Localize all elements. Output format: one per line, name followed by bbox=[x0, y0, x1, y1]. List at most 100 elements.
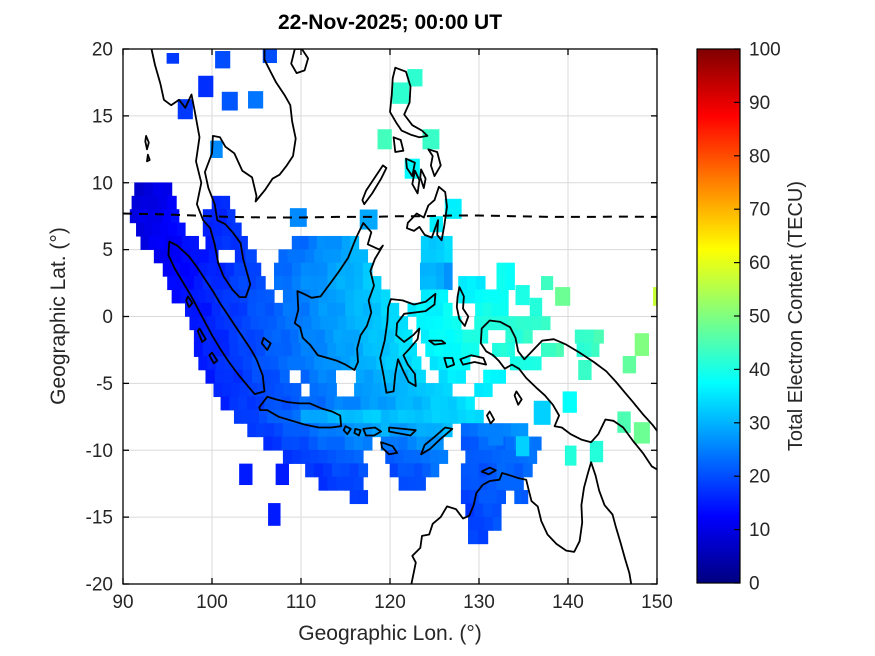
tec-field-cell bbox=[345, 342, 355, 357]
tec-field-cell bbox=[427, 262, 437, 277]
tec-field-cell bbox=[238, 276, 248, 291]
tec-field-cell bbox=[325, 235, 335, 250]
tec-field-cell bbox=[331, 356, 342, 371]
tec-field-cell bbox=[233, 316, 243, 331]
tec-field-cell bbox=[505, 476, 515, 491]
tec-field-cell bbox=[398, 316, 409, 331]
colorbar-tick-label: 10 bbox=[749, 520, 770, 541]
tec-cell bbox=[555, 287, 571, 306]
tec-field-cell bbox=[474, 409, 484, 424]
tec-field-cell bbox=[507, 316, 517, 331]
tec-field-cell bbox=[467, 276, 477, 291]
tec-field-cell bbox=[425, 383, 435, 398]
tec-field-cell bbox=[230, 383, 241, 398]
tec-field-cell bbox=[437, 356, 447, 371]
tec-field-cell bbox=[372, 316, 382, 331]
tec-field-cell bbox=[172, 249, 182, 264]
tec-field-cell bbox=[216, 356, 226, 371]
tec-field-cell bbox=[272, 329, 282, 344]
tec-field-cell bbox=[460, 423, 470, 438]
tec-field-cell bbox=[283, 383, 293, 398]
tec-field-cell bbox=[345, 476, 355, 491]
colorbar-gradient bbox=[697, 49, 740, 583]
tec-field-cell bbox=[525, 356, 534, 371]
tec-field-cell bbox=[492, 503, 502, 518]
coastline-new-guinea bbox=[479, 319, 657, 471]
coastline-panay bbox=[405, 157, 416, 177]
tec-field-cell bbox=[229, 396, 239, 411]
tec-field-cell bbox=[316, 329, 326, 344]
coastline-siberut bbox=[196, 327, 207, 343]
tec-field-cell bbox=[336, 302, 346, 317]
tec-field-cell bbox=[460, 342, 471, 357]
coastline-mindanao bbox=[406, 185, 448, 242]
tec-field-cell bbox=[416, 369, 426, 384]
tec-field-cell bbox=[260, 356, 271, 371]
tec-field-cell bbox=[274, 383, 284, 398]
tec-field-cell bbox=[308, 235, 318, 250]
tec-field-cell bbox=[420, 449, 431, 464]
tec-field-cell bbox=[137, 209, 147, 224]
tec-field-cell bbox=[211, 195, 222, 210]
tec-field-cell bbox=[282, 423, 293, 438]
tec-field-cell bbox=[354, 409, 364, 424]
y-tick-labels: -20 -15 -10 -5 0 5 10 15 20 bbox=[86, 40, 113, 596]
tec-field-cell bbox=[474, 503, 484, 518]
tec-field-cell bbox=[333, 235, 343, 250]
tec-field-cell bbox=[358, 490, 369, 505]
tec-field-cell bbox=[406, 409, 416, 424]
tec-field-cell bbox=[291, 289, 302, 304]
tec-field-cell bbox=[434, 302, 444, 317]
tec-field-cell bbox=[492, 449, 502, 464]
tec-field-cell bbox=[158, 195, 168, 210]
tec-field-cell bbox=[499, 342, 508, 357]
tec-field-cell bbox=[389, 463, 399, 478]
tec-field-cell bbox=[431, 409, 442, 424]
tec-field-cell bbox=[468, 516, 477, 531]
tec-field-cell bbox=[342, 329, 352, 344]
tec-field-cell bbox=[419, 276, 429, 291]
tec-field-cell bbox=[371, 409, 382, 424]
tec-field-cell bbox=[434, 383, 444, 398]
coastline-australia bbox=[410, 461, 633, 584]
tec-field-cell bbox=[423, 409, 433, 424]
tec-field-cell bbox=[380, 409, 390, 424]
tec-field-cell bbox=[419, 262, 429, 277]
tec-field-cell bbox=[300, 423, 311, 438]
tec-field bbox=[129, 182, 604, 545]
tec-field-cell bbox=[371, 302, 382, 317]
tec-field-cell bbox=[207, 262, 217, 277]
tec-field-cell bbox=[318, 276, 328, 291]
tec-field-cell bbox=[300, 369, 310, 384]
tec-field-cell bbox=[291, 383, 302, 398]
tec-field-cell bbox=[206, 316, 217, 331]
tec-field-cell bbox=[220, 342, 231, 357]
tec-field-cell bbox=[483, 449, 493, 464]
tec-field-cell bbox=[421, 396, 432, 411]
tec-field-cell bbox=[231, 289, 241, 304]
tec-field-cell bbox=[340, 463, 351, 478]
tec-field-cell bbox=[300, 235, 310, 250]
tec-field-cell bbox=[272, 436, 283, 451]
tec-field-cell bbox=[378, 396, 388, 411]
tec-field-cell bbox=[343, 396, 353, 411]
y-tick-label: 15 bbox=[92, 106, 113, 127]
tec-field-cell bbox=[354, 289, 364, 304]
tec-cell bbox=[564, 445, 577, 466]
tec-field-cell bbox=[284, 409, 293, 424]
tec-field-cell bbox=[509, 449, 520, 464]
tec-field-cell bbox=[327, 342, 337, 357]
coastline-sumba bbox=[380, 441, 398, 456]
tec-field-cell bbox=[324, 329, 335, 344]
tec-field-cell bbox=[325, 396, 335, 411]
tec-cell bbox=[652, 287, 657, 306]
tec-field-cell bbox=[371, 276, 382, 291]
tec-field-cell bbox=[483, 383, 493, 398]
tec-field-cell bbox=[350, 329, 361, 344]
tec-field-cell bbox=[420, 289, 431, 304]
tec-field-cell bbox=[484, 516, 494, 531]
colorbar-tick-label: 80 bbox=[749, 146, 770, 167]
tec-field-cell bbox=[300, 409, 311, 424]
tec-field-cell bbox=[427, 276, 437, 291]
tec-field-cell bbox=[181, 235, 191, 250]
